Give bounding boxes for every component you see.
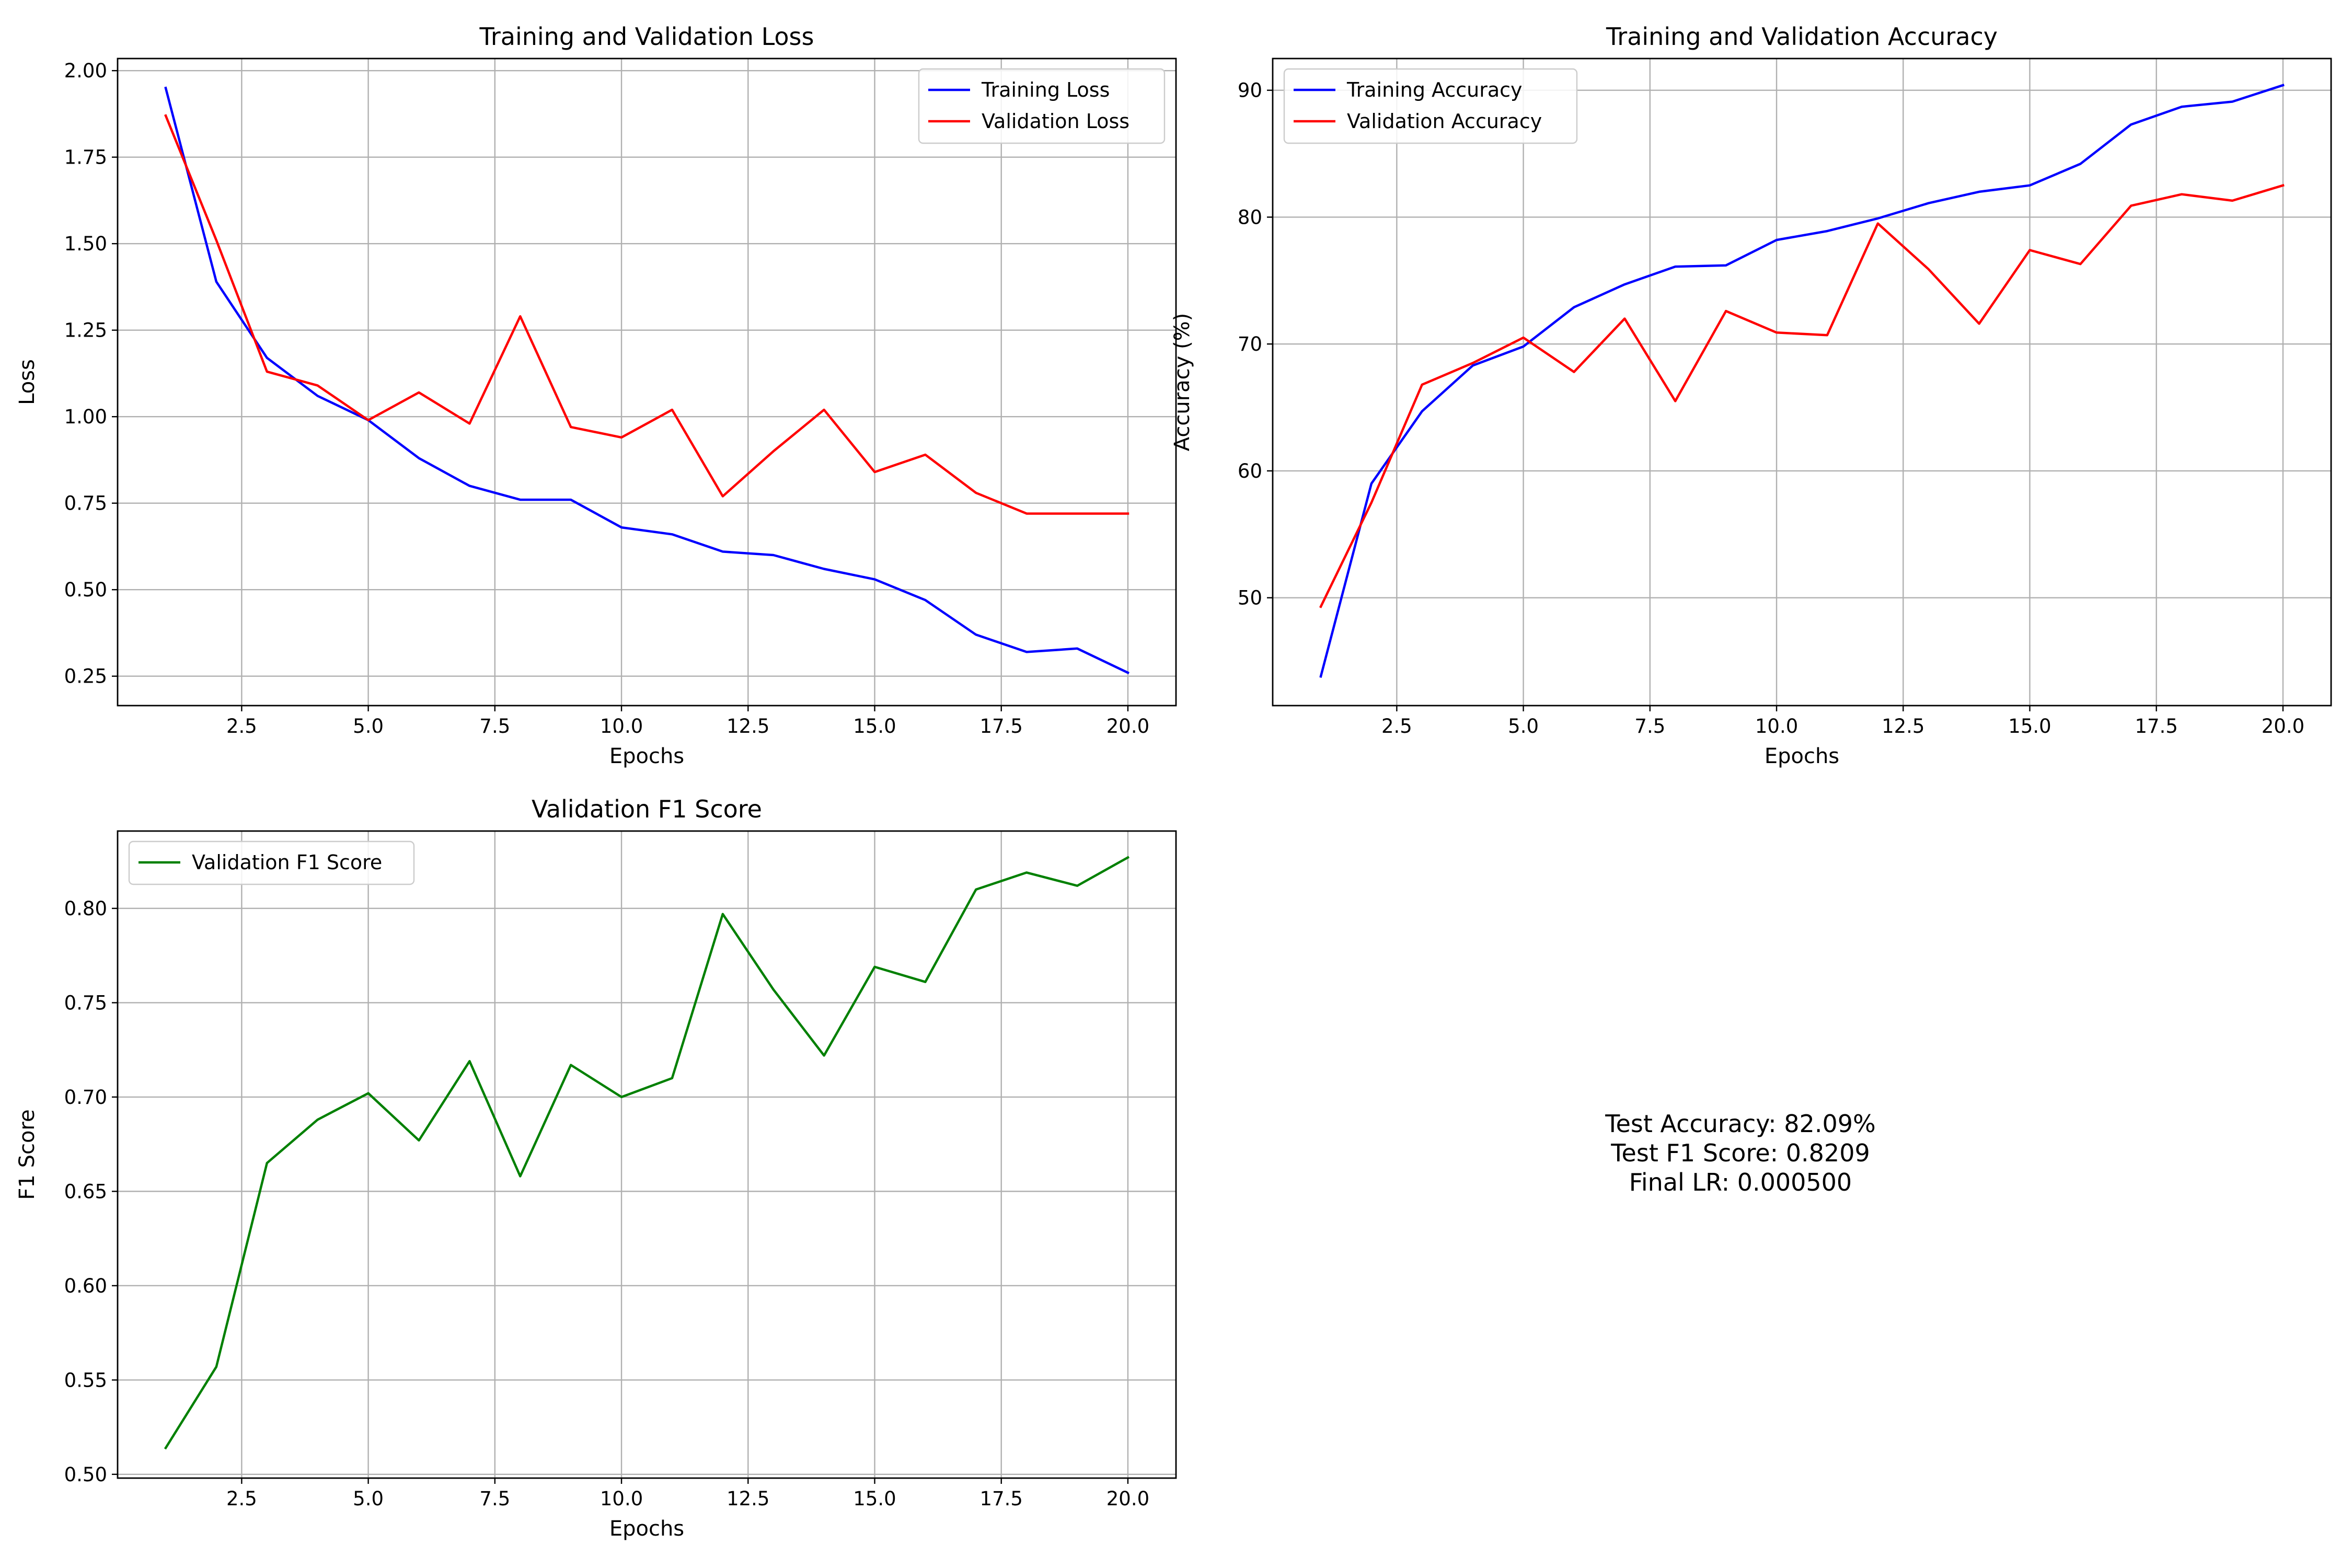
plot-frame <box>1272 57 2332 707</box>
x-tick-label: 17.5 <box>980 715 1023 737</box>
y-tick-label: 0.50 <box>64 1463 107 1486</box>
legend: Validation F1 Score <box>128 840 415 885</box>
x-tick-label: 20.0 <box>2262 715 2304 737</box>
x-tick-label: 2.5 <box>226 1488 257 1510</box>
y-tick-label: 50 <box>1238 587 1262 609</box>
x-axis-label: Epochs <box>609 744 684 768</box>
series-line-training-accuracy <box>1319 84 2285 678</box>
chart-title: Training and Validation Accuracy <box>1606 22 1998 51</box>
test-accuracy-text: Test Accuracy: 82.09% <box>1605 1110 1875 1138</box>
y-tick-label: 80 <box>1238 206 1262 228</box>
legend: Training Accuracy Validation Accuracy <box>1283 68 1578 144</box>
accuracy-chart: 2.5 5.0 7.5 10.0 12.5 15.0 17.5 20.0 50 60 70 80 90 T… <box>1170 22 2332 768</box>
legend-box <box>128 840 415 885</box>
y-tick-label: 0.55 <box>64 1369 107 1391</box>
x-tick-label: 20.0 <box>1106 1488 1149 1510</box>
x-tick-label: 20.0 <box>1106 715 1149 737</box>
legend-box <box>918 68 1166 144</box>
loss-chart: 2.5 5.0 7.5 10.0 12.5 15.0 17.5 20.0 0.25 0.50 0.7… <box>15 22 1177 768</box>
series-line-training-loss <box>164 86 1130 675</box>
test-f1-text: Test F1 Score: 0.8209 <box>1610 1139 1870 1167</box>
plot-frame <box>117 830 1177 1479</box>
x-tick-label: 5.0 <box>1508 715 1539 737</box>
y-tick-label: 70 <box>1238 333 1262 355</box>
y-axis-label: F1 Score <box>15 1109 39 1200</box>
x-axis-label: Epochs <box>609 1517 684 1541</box>
x-tick-label: 15.0 <box>853 1488 896 1510</box>
x-tick-label: 7.5 <box>1634 715 1665 737</box>
x-axis-label: Epochs <box>1765 744 1839 768</box>
x-tick-label: 10.0 <box>600 1488 643 1510</box>
test-summary: Test Accuracy: 82.09% Test F1 Score: 0.8… <box>1605 1110 1875 1196</box>
x-tick-label: 7.5 <box>479 1488 510 1510</box>
legend-label: Training Accuracy <box>1346 78 1523 101</box>
y-axis-label: Loss <box>15 359 39 405</box>
y-tick-label: 0.65 <box>64 1180 107 1203</box>
x-tick-label: 10.0 <box>1755 715 1798 737</box>
f1-chart: 2.5 5.0 7.5 10.0 12.5 15.0 17.5 20.0 0.50 0.55 0.6… <box>15 795 1177 1541</box>
y-tick-label: 2.00 <box>64 60 107 82</box>
x-tick-label: 12.5 <box>727 715 769 737</box>
y-tick-label: 1.25 <box>64 319 107 342</box>
x-tick-label: 12.5 <box>1882 715 1924 737</box>
chart-title: Training and Validation Loss <box>479 22 814 51</box>
y-tick-label: 0.60 <box>64 1275 107 1297</box>
y-tick-label: 1.75 <box>64 146 107 169</box>
legend: Training Loss Validation Loss <box>918 68 1166 144</box>
y-tick-label: 1.50 <box>64 233 107 255</box>
x-tick-label: 5.0 <box>353 1488 384 1510</box>
x-tick-label: 17.5 <box>980 1488 1023 1510</box>
x-tick-label: 5.0 <box>353 715 384 737</box>
y-tick-label: 0.25 <box>64 665 107 688</box>
x-tick-label: 2.5 <box>226 715 257 737</box>
y-tick-label: 1.00 <box>64 406 107 428</box>
y-tick-label: 60 <box>1238 460 1262 482</box>
x-tick-label: 15.0 <box>2008 715 2051 737</box>
legend-label: Validation Accuracy <box>1347 110 1542 133</box>
final-lr-text: Final LR: 0.000500 <box>1629 1168 1852 1196</box>
y-tick-label: 0.70 <box>64 1086 107 1109</box>
y-tick-label: 0.50 <box>64 579 107 601</box>
series-line-validation-loss <box>164 114 1129 515</box>
plot-frame <box>117 57 1177 707</box>
legend-label: Training Loss <box>981 78 1110 101</box>
legend-box <box>1283 68 1578 144</box>
y-axis-label: Accuracy (%) <box>1170 313 1194 452</box>
y-tick-label: 0.75 <box>64 492 107 515</box>
x-tick-label: 7.5 <box>479 715 510 737</box>
legend-label: Validation F1 Score <box>192 851 382 874</box>
y-tick-label: 0.80 <box>64 897 107 920</box>
x-tick-label: 2.5 <box>1381 715 1412 737</box>
x-tick-label: 17.5 <box>2135 715 2178 737</box>
series-line-validation-f1-score <box>164 856 1130 1450</box>
chart-title: Validation F1 Score <box>532 795 762 823</box>
x-tick-label: 10.0 <box>600 715 643 737</box>
y-tick-label: 0.75 <box>64 991 107 1014</box>
x-tick-label: 15.0 <box>853 715 896 737</box>
x-tick-label: 12.5 <box>727 1488 769 1510</box>
y-tick-label: 90 <box>1238 79 1262 102</box>
legend-label: Validation Loss <box>982 110 1129 133</box>
series-line-validation-accuracy <box>1319 183 2285 608</box>
